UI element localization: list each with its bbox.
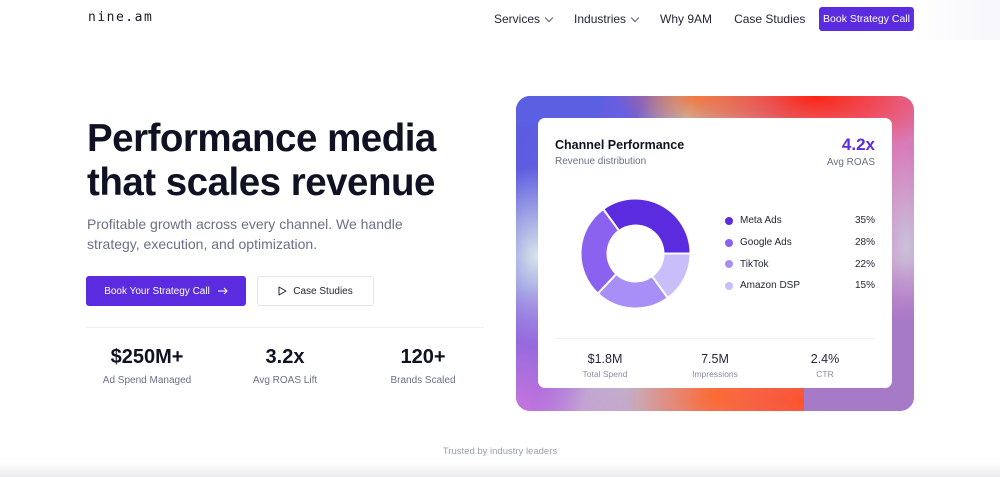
nav-links: Services Industries Why 9AM Case Studies [494, 7, 827, 31]
stat-value: $1.8M [587, 352, 623, 366]
headline-line-1: Performance media [87, 117, 436, 160]
card-subtitle: Revenue distribution [555, 156, 647, 167]
legend-pct: 15% [854, 280, 875, 292]
chevron-down-icon [630, 13, 640, 22]
nav-item-label: Why 9AM [660, 12, 713, 26]
legend-item-google-ads: Google Ads 28% [725, 232, 875, 254]
stat-total-spend: $1.8M Total Spend [560, 352, 650, 379]
hero-headline: Performance media that scales revenue [87, 117, 436, 205]
legend-name: TikTok [740, 258, 769, 270]
legend-pct: 35% [854, 215, 875, 227]
play-icon [278, 286, 287, 296]
book-strategy-call-button[interactable]: Book Strategy Call [819, 7, 914, 31]
logo[interactable]: nine.am [88, 10, 154, 25]
legend-name: Amazon DSP [740, 280, 801, 292]
channel-performance-card: Channel Performance Revenue distribution… [538, 118, 892, 388]
stat-impressions: 7.5M Impressions [670, 352, 760, 379]
avg-roas-value: 4.2x [841, 135, 875, 154]
nav-item-services[interactable]: Services [494, 12, 554, 26]
stat-ad-spend: $250M+ Ad Spend Managed [82, 344, 212, 386]
nav-item-why-9am[interactable]: Why 9AM [660, 12, 712, 26]
legend-item-amazon-dsp: Amazon DSP 15% [725, 275, 875, 297]
donut-slice-meta-ads [601, 197, 692, 255]
stat-ctr: 2.4% CTR [780, 352, 870, 379]
legend-pct: 22% [854, 258, 875, 270]
nav-item-industries[interactable]: Industries [574, 12, 640, 26]
legend-item-meta-ads: Meta Ads 35% [725, 210, 875, 232]
chart-legend: Meta Ads 35% Google Ads 28% TikTok 22% A… [725, 210, 875, 297]
stat-label: Impressions [692, 369, 738, 379]
legend-pct: 28% [854, 237, 875, 249]
legend-dot-icon [725, 281, 733, 290]
button-label: Book Your Strategy Call [104, 285, 210, 297]
legend-item-tiktok: TikTok 22% [725, 253, 875, 275]
stat-roas-lift: 3.2x Avg ROAS Lift [220, 344, 350, 386]
legend-dot-icon [725, 260, 733, 269]
chevron-down-icon [544, 13, 554, 22]
nav-item-label: Case Studies [734, 12, 806, 26]
card-title: Channel Performance [555, 138, 685, 152]
headline-line-2: that scales revenue [87, 161, 435, 204]
stat-label: Ad Spend Managed [102, 375, 192, 386]
avg-roas-label: Avg ROAS [826, 157, 875, 168]
stat-value: 7.5M [701, 352, 729, 366]
legend-name: Google Ads [740, 237, 792, 249]
stats-divider [86, 327, 484, 328]
legend-dot-icon [725, 216, 733, 225]
legend-name: Meta Ads [740, 215, 782, 227]
arrow-right-icon [217, 287, 228, 295]
nav-item-label: Industries [574, 12, 627, 26]
book-your-strategy-call-button[interactable]: Book Your Strategy Call [86, 276, 246, 306]
stat-brands-scaled: 120+ Brands Scaled [358, 344, 488, 386]
stat-label: Avg ROAS Lift [252, 375, 318, 386]
donut-slice-google-ads [579, 207, 621, 296]
stat-value: 3.2x [265, 346, 305, 368]
nav-fade [910, 0, 1000, 40]
top-nav: nine.am Services Industries Why 9AM Case… [0, 0, 1000, 40]
stat-value: $250M+ [110, 346, 184, 368]
stat-value: 120+ [400, 346, 446, 368]
case-studies-button[interactable]: Case Studies [257, 276, 374, 306]
trusted-by-label: Trusted by industry leaders [442, 446, 558, 457]
logo-strip-edge [0, 462, 1000, 477]
stat-label: CTR [816, 369, 834, 379]
legend-dot-icon [725, 238, 733, 247]
hero-subhead: Profitable growth across every channel. … [87, 216, 403, 252]
card-divider [555, 338, 875, 339]
stat-label: Total Spend [582, 369, 628, 379]
stat-label: Brands Scaled [390, 375, 456, 386]
button-label: Case Studies [293, 285, 353, 297]
nav-item-label: Services [494, 12, 541, 26]
stat-value: 2.4% [810, 352, 840, 366]
donut-chart [579, 197, 692, 310]
nav-item-case-studies[interactable]: Case Studies [734, 12, 805, 26]
